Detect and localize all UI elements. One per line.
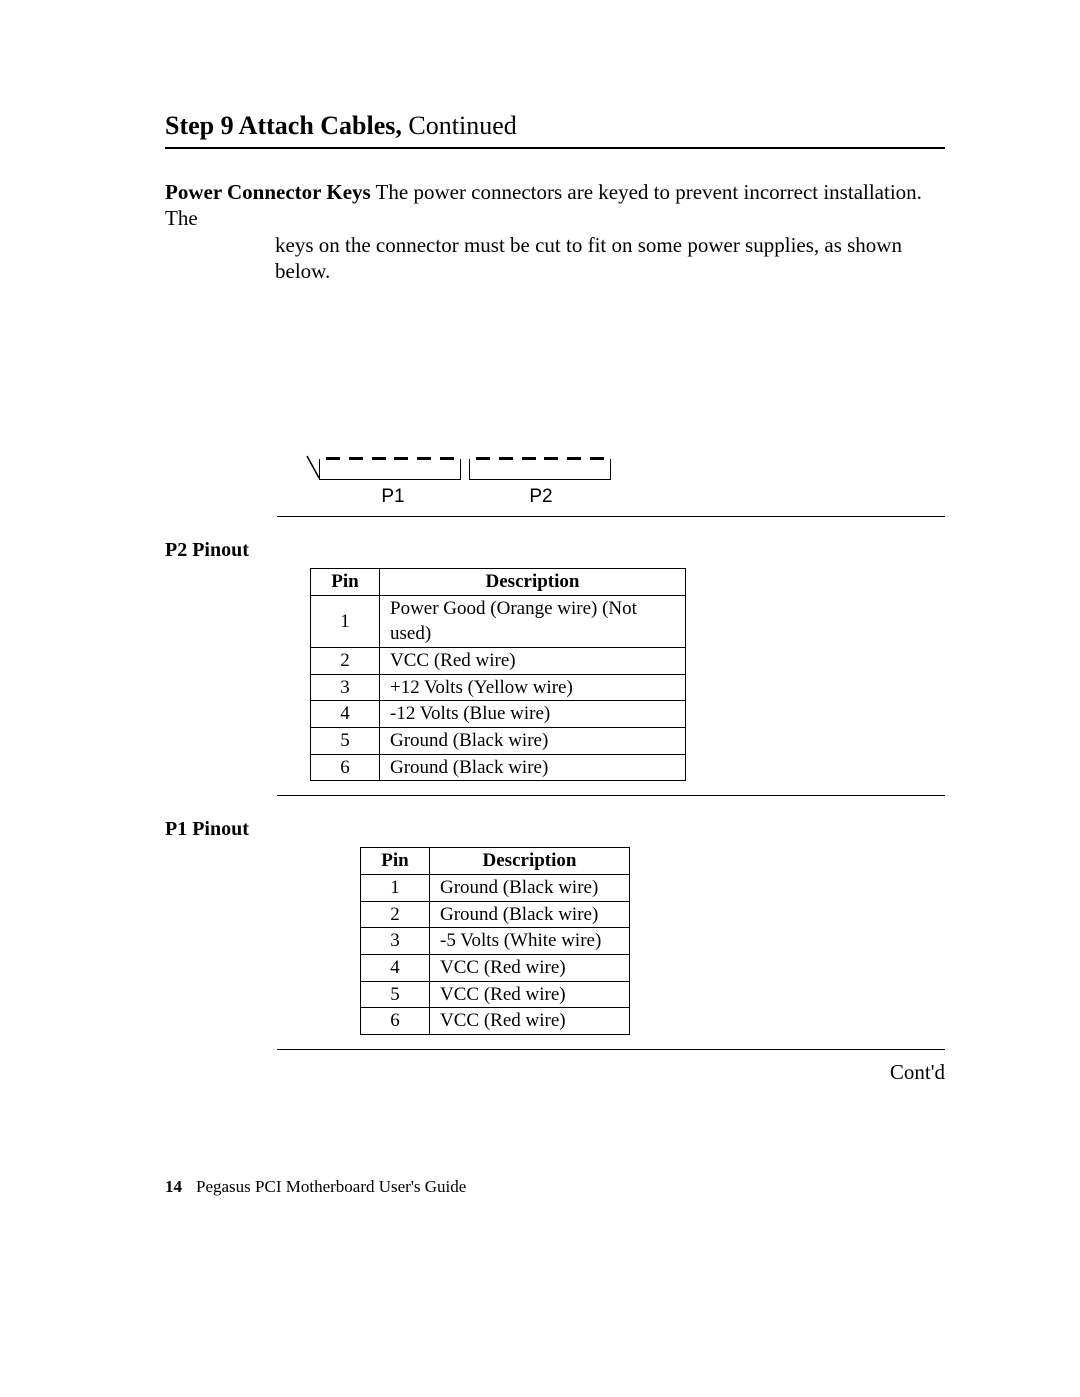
pin-cell: 6 (361, 1008, 430, 1035)
table-row: 4-12 Volts (Blue wire) (311, 701, 686, 728)
connector-p2-shape (469, 459, 611, 480)
desc-cell: Ground (Black wire) (430, 874, 630, 901)
p1-pinout-table: Pin Description 1Ground (Black wire)2Gro… (360, 847, 630, 1034)
pin-dash (499, 457, 513, 460)
pin-dash (476, 457, 490, 460)
pin-cell: 4 (361, 954, 430, 981)
pin-cell: 2 (311, 648, 380, 675)
pin-cell: 5 (361, 981, 430, 1008)
table-row: 5VCC (Red wire) (361, 981, 630, 1008)
table-row: 3+12 Volts (Yellow wire) (311, 674, 686, 701)
table-row: 5Ground (Black wire) (311, 728, 686, 755)
intro-line2: keys on the connector must be cut to fit… (275, 232, 945, 258)
page-number: 14 (165, 1177, 182, 1196)
table-row: 2Ground (Black wire) (361, 901, 630, 928)
p1-label: P1 (319, 486, 467, 508)
table-row: 2VCC (Red wire) (311, 648, 686, 675)
desc-cell: VCC (Red wire) (430, 954, 630, 981)
connector-row (305, 454, 805, 480)
desc-cell: VCC (Red wire) (430, 981, 630, 1008)
page: Step 9 Attach Cables, Continued Power Co… (0, 0, 1080, 1397)
content-area: Step 9 Attach Cables, Continued Power Co… (165, 110, 945, 1085)
table-row: 1Ground (Black wire) (361, 874, 630, 901)
table-row: 3-5 Volts (White wire) (361, 928, 630, 955)
desc-cell: Ground (Black wire) (380, 754, 686, 781)
p1-pinout-heading: P1 Pinout (165, 818, 945, 841)
section-rule (277, 516, 945, 517)
section-rule (277, 1049, 945, 1050)
page-heading: Step 9 Attach Cables, Continued (165, 110, 945, 149)
pin-dash (590, 457, 604, 460)
pin-dash (522, 457, 536, 460)
table-row: 6VCC (Red wire) (361, 1008, 630, 1035)
pin-cell: 1 (361, 874, 430, 901)
pin-dash (326, 457, 340, 460)
intro-paragraph: Power Connector Keys The power connector… (165, 179, 945, 284)
connector-diagram-inner: P1 P2 (305, 454, 805, 508)
desc-cell: Ground (Black wire) (380, 728, 686, 755)
footer-title: Pegasus PCI Motherboard User's Guide (196, 1177, 466, 1196)
p2-pinout-heading: P2 Pinout (165, 539, 945, 562)
p2-pins (476, 457, 604, 460)
section-rule (277, 795, 945, 796)
pin-dash (394, 457, 408, 460)
pin-dash (417, 457, 431, 460)
table-header-row: Pin Description (361, 848, 630, 875)
pin-cell: 1 (311, 595, 380, 647)
intro-line3: below. (275, 258, 945, 284)
desc-cell: Ground (Black wire) (430, 901, 630, 928)
pin-dash (372, 457, 386, 460)
pin-cell: 5 (311, 728, 380, 755)
pin-dash (440, 457, 454, 460)
pin-cell: 3 (361, 928, 430, 955)
p1-pins (326, 457, 454, 460)
table-row: 6Ground (Black wire) (311, 754, 686, 781)
desc-cell: Power Good (Orange wire) (Not used) (380, 595, 686, 647)
col-desc: Description (430, 848, 630, 875)
table-header-row: Pin Description (311, 569, 686, 596)
col-desc: Description (380, 569, 686, 596)
pin-cell: 4 (311, 701, 380, 728)
spacer (305, 486, 319, 508)
connector-labels: P1 P2 (305, 486, 805, 508)
col-pin: Pin (311, 569, 380, 596)
p2-pinout-table: Pin Description 1Power Good (Orange wire… (310, 568, 686, 781)
pin-cell: 2 (361, 901, 430, 928)
connector-p1-shape (319, 459, 461, 480)
desc-cell: VCC (Red wire) (430, 1008, 630, 1035)
pin-dash (544, 457, 558, 460)
pin-dash (567, 457, 581, 460)
p2-label: P2 (467, 486, 615, 508)
pin-cell: 3 (311, 674, 380, 701)
page-footer: 14 Pegasus PCI Motherboard User's Guide (165, 1177, 466, 1197)
desc-cell: -5 Volts (White wire) (430, 928, 630, 955)
intro-label: Power Connector Keys (165, 180, 371, 204)
pin-dash (349, 457, 363, 460)
notch-icon (305, 454, 319, 480)
connector-diagram: P1 P2 (165, 454, 945, 508)
desc-cell: +12 Volts (Yellow wire) (380, 674, 686, 701)
heading-continued: Continued (402, 111, 517, 140)
pin-cell: 6 (311, 754, 380, 781)
desc-cell: VCC (Red wire) (380, 648, 686, 675)
col-pin: Pin (361, 848, 430, 875)
continued-label: Cont'd (165, 1060, 945, 1085)
heading-bold: Step 9 Attach Cables, (165, 111, 402, 140)
table-row: 4VCC (Red wire) (361, 954, 630, 981)
table-row: 1Power Good (Orange wire) (Not used) (311, 595, 686, 647)
desc-cell: -12 Volts (Blue wire) (380, 701, 686, 728)
